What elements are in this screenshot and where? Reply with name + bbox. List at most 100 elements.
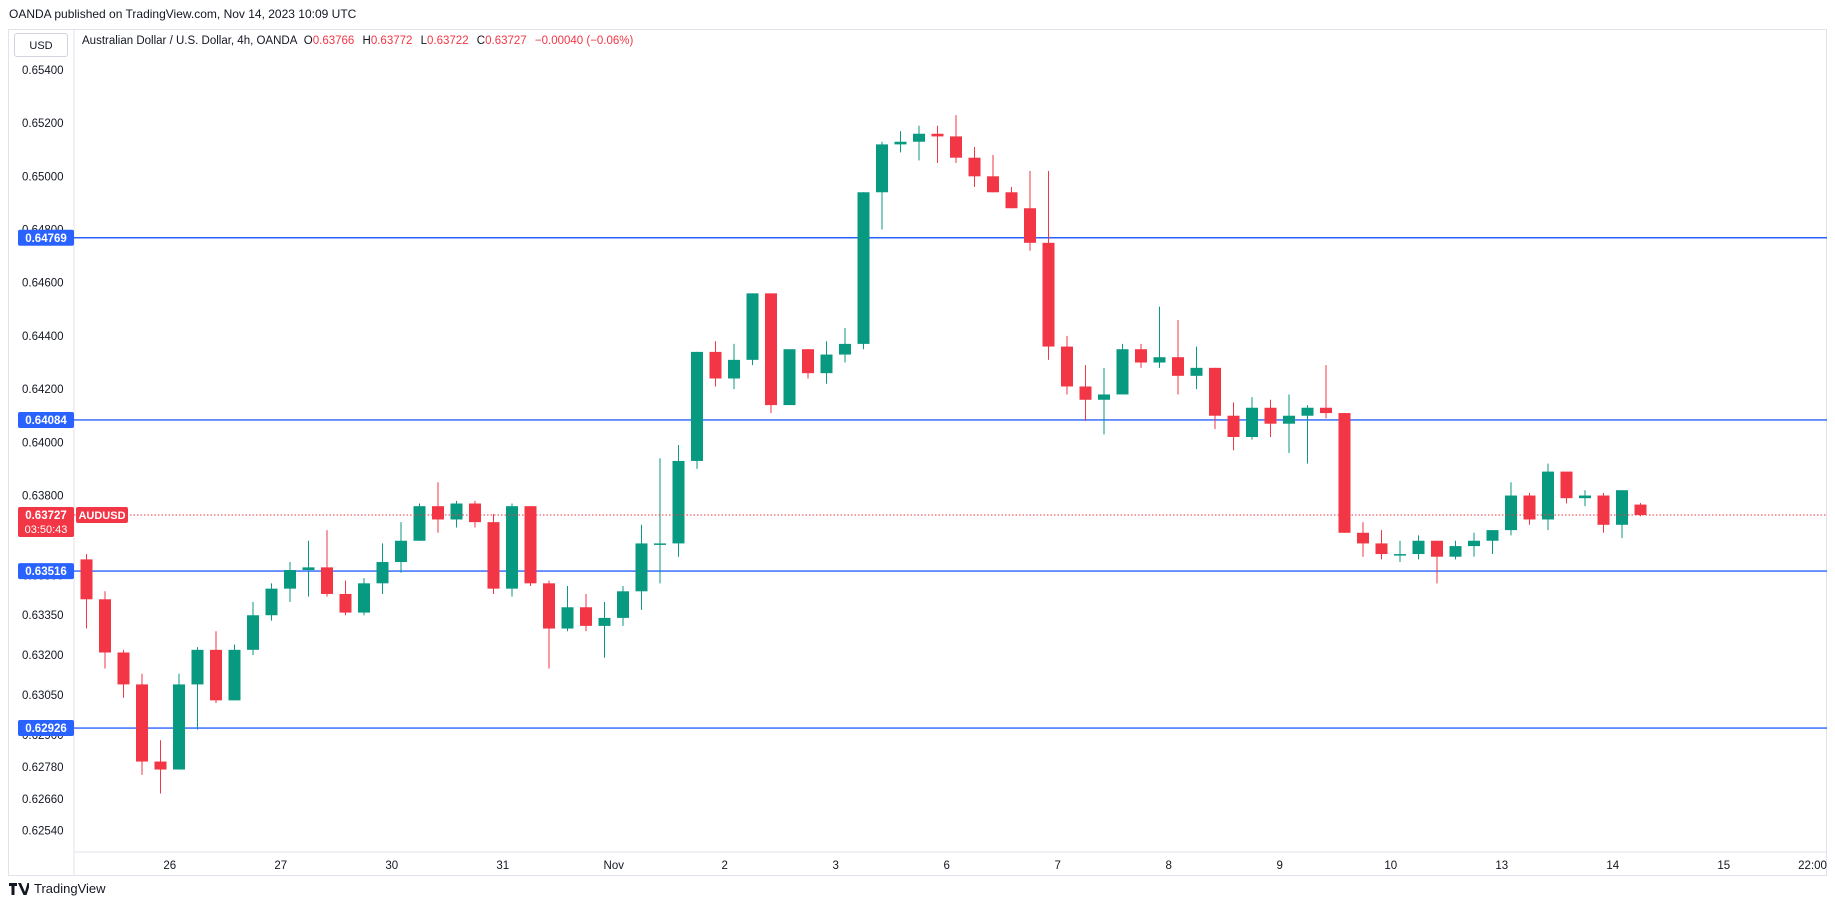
candle-body — [876, 144, 888, 193]
candle-body — [1375, 543, 1388, 555]
candle — [950, 115, 962, 164]
candle — [746, 293, 759, 366]
candle-body — [191, 649, 204, 685]
candle-body — [210, 649, 222, 701]
symbol-tag — [76, 506, 128, 523]
tradingview-logo-icon — [9, 882, 29, 895]
currency-button[interactable]: USD — [14, 33, 68, 57]
candle — [265, 583, 278, 621]
candle — [913, 125, 925, 161]
candle — [894, 131, 907, 153]
candle — [1579, 490, 1591, 507]
close-value: 0.63727 — [485, 35, 527, 47]
candle-body — [561, 607, 574, 629]
candle-body — [543, 583, 555, 629]
x-tick-label: 8 — [1166, 860, 1172, 872]
candle — [487, 514, 500, 594]
y-tick-label: 0.64400 — [22, 331, 64, 343]
candle — [136, 673, 148, 775]
candle — [635, 524, 648, 610]
change-value: −0.00040 (−0.06%) — [534, 35, 634, 47]
candle-body — [395, 540, 407, 563]
candle — [783, 349, 796, 406]
horizontal-level-label: 0.64084 — [25, 415, 67, 427]
candle-body — [524, 506, 537, 584]
y-tick-label: 0.64200 — [22, 384, 64, 396]
candle-body — [413, 506, 426, 541]
candle-body — [1042, 242, 1055, 347]
y-tick-label: 0.65000 — [22, 171, 64, 183]
x-tick-label: 31 — [496, 860, 509, 872]
horizontal-level-label: 0.63516 — [25, 566, 67, 578]
candle — [1412, 535, 1425, 560]
candle — [1616, 490, 1628, 539]
y-tick-label: 0.63050 — [22, 690, 64, 702]
candle-body — [1338, 413, 1351, 533]
candle-body — [635, 543, 648, 592]
y-tick-label: 0.62780 — [22, 762, 64, 774]
candle — [839, 327, 851, 363]
low-value: 0.63722 — [427, 35, 469, 47]
candle — [432, 482, 444, 533]
candle — [1560, 471, 1573, 504]
candle-body — [950, 136, 962, 158]
candle — [395, 522, 407, 573]
candle — [968, 147, 981, 187]
candle-body — [672, 460, 685, 544]
horizontal-level-tag — [18, 229, 74, 246]
candle — [506, 503, 518, 597]
candle — [376, 543, 389, 594]
y-tick-label: 0.63800 — [22, 491, 64, 503]
x-tick-label: 15 — [1717, 860, 1730, 872]
candle-body — [136, 684, 148, 762]
candle — [857, 192, 870, 350]
candle-body — [1024, 208, 1036, 243]
candle-body — [154, 761, 167, 770]
horizontal-level-label: 0.62926 — [25, 723, 67, 735]
candle-body — [765, 293, 777, 406]
candle-body — [580, 607, 592, 626]
horizontal-level-label: 0.64769 — [25, 233, 67, 245]
x-tick-label: 22:00 — [1798, 860, 1827, 872]
brand-name: TradingView — [34, 881, 106, 896]
candle — [802, 349, 814, 379]
candle — [173, 673, 185, 770]
symbol-title: Australian Dollar / U.S. Dollar, 4h, OAN… — [82, 35, 298, 47]
candle — [469, 500, 481, 528]
candle — [1634, 502, 1647, 517]
candle-body — [1542, 471, 1554, 520]
candle-body — [1505, 495, 1517, 531]
candle-body — [1116, 349, 1129, 395]
symbol-legend: Australian Dollar / U.S. Dollar, 4h, OAN… — [82, 35, 638, 47]
countdown-label: 03:50:43 — [25, 524, 68, 536]
candle — [765, 293, 777, 414]
candle — [1468, 532, 1480, 557]
candle-body — [839, 343, 851, 355]
candle-body — [1264, 407, 1277, 424]
candle-body — [302, 567, 315, 571]
candle — [1486, 530, 1499, 555]
candle — [1542, 463, 1554, 531]
open-label: O — [303, 35, 313, 47]
candle — [672, 444, 685, 557]
candle — [876, 141, 888, 230]
candle-body — [931, 133, 944, 137]
candle — [1375, 530, 1388, 560]
last-price-label: 0.63727 — [25, 510, 67, 522]
candle-body — [450, 503, 463, 520]
candle-body — [1061, 346, 1073, 387]
x-tick-label: Nov — [604, 860, 625, 872]
candle — [1357, 522, 1369, 557]
candle — [117, 649, 130, 698]
candle-body — [1172, 357, 1184, 376]
candle — [1024, 170, 1036, 251]
candle-body — [1597, 495, 1610, 525]
candle — [728, 343, 740, 390]
candle-body — [1394, 554, 1406, 556]
candle-body — [968, 157, 981, 177]
candle — [1505, 482, 1517, 536]
candle-body — [1005, 192, 1018, 209]
candle-body — [80, 559, 93, 600]
x-tick-label: 7 — [1055, 860, 1061, 872]
